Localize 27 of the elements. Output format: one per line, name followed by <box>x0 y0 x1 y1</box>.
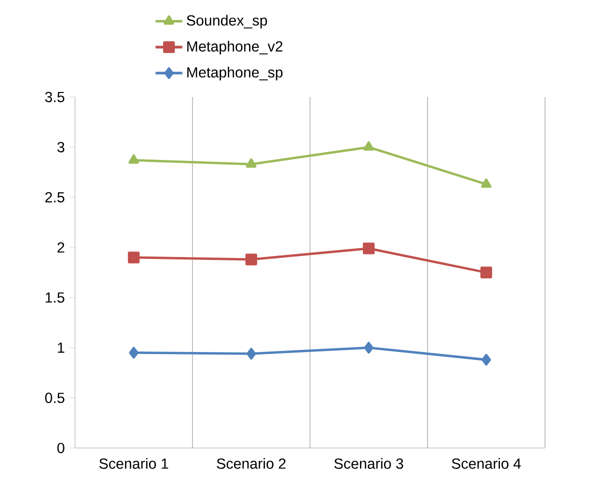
y-tick-label: 0.5 <box>45 392 64 404</box>
y-tick-label: 0 <box>57 442 64 454</box>
x-tick-label: Scenario 3 <box>334 458 404 469</box>
x-tick-label: Scenario 4 <box>452 458 521 469</box>
point <box>246 348 256 360</box>
legend-label: Metaphone_v2 <box>187 40 282 54</box>
point <box>482 354 491 366</box>
y-tick-label: 2.5 <box>45 192 64 202</box>
point <box>246 158 256 168</box>
y-tick-label: 1 <box>58 342 64 353</box>
legend-label: Metaphone_sp <box>187 66 282 80</box>
point <box>129 346 138 359</box>
point <box>481 178 492 188</box>
point <box>128 154 139 164</box>
y-tick-label: 1.5 <box>46 292 64 303</box>
point <box>245 254 258 266</box>
point <box>128 252 140 264</box>
point <box>480 266 492 278</box>
point <box>362 242 375 254</box>
y-tick-label: 2 <box>58 242 64 253</box>
x-tick-label: Scenario 2 <box>216 458 286 469</box>
y-tick-label: 3 <box>57 142 64 152</box>
y-tick-label: 3.5 <box>45 92 64 102</box>
point <box>364 342 374 354</box>
point <box>364 141 374 151</box>
x-tick-label: Scenario 1 <box>99 458 168 469</box>
legend-label: Soundex_sp <box>186 14 267 29</box>
